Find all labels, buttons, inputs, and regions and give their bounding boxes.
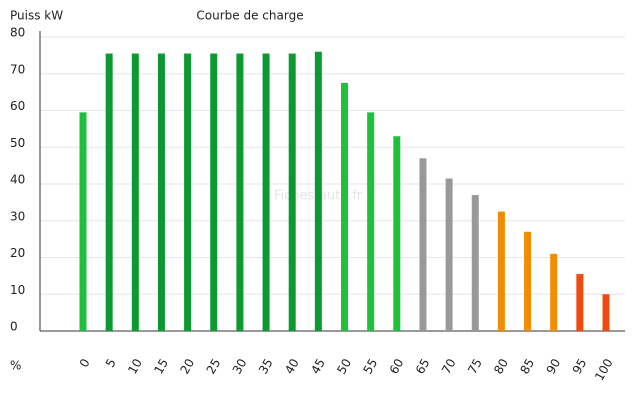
x-tick-label: 65 [413,356,433,376]
x-tick-label: 0 [77,356,93,370]
x-tick-label: 60 [387,356,407,376]
x-tick-label: 25 [204,356,224,376]
bar [105,53,113,331]
x-tick-label: 70 [439,356,459,376]
x-tick-label: 100 [592,356,616,383]
chart-title: Courbe de charge [196,9,303,23]
y-tick-label: 20 [10,246,25,260]
x-tick-label: 55 [361,356,381,376]
bar [524,231,532,331]
y-axis-label: Puiss kW [10,9,63,23]
bar [419,158,427,331]
bar [341,82,348,331]
y-tick-label: 30 [10,209,25,223]
x-tick-label: 5 [103,356,119,370]
bar [367,112,375,332]
x-tick-label: 95 [570,356,590,376]
x-tick-label: 90 [544,356,564,376]
y-tick-label: 80 [10,26,25,40]
y-tick-label: 60 [10,99,25,113]
bar [314,51,322,331]
x-tick-label: 85 [517,356,537,376]
bar [445,178,453,331]
x-tick-label: 10 [125,356,145,376]
y-tick-label: 0 [10,320,18,334]
x-tick-label: 80 [491,356,511,376]
bar [550,253,558,331]
bar [262,53,270,331]
x-tick-label: 15 [151,356,171,376]
bar [236,53,244,331]
x-tick-label: 45 [308,356,328,376]
bar [184,53,192,331]
bar [210,53,218,331]
bar [471,195,479,331]
bar [131,53,139,331]
bar [602,294,610,331]
bar [576,274,584,331]
x-axis-label: % [10,359,21,373]
y-tick-label: 50 [10,136,25,150]
bar [79,112,87,332]
y-tick-label: 10 [10,283,25,297]
x-tick-label: 50 [334,356,354,376]
bar [497,211,505,331]
y-tick-label: 70 [10,62,25,76]
bar [288,53,296,331]
y-tick-label: 40 [10,173,25,187]
x-tick-label: 40 [282,356,302,376]
x-tick-label: 75 [465,356,485,376]
x-tick-label: 35 [256,356,276,376]
bar [157,53,165,331]
x-tick-label: 20 [177,356,197,376]
x-tick-label: 30 [230,356,250,376]
bar [393,136,401,331]
